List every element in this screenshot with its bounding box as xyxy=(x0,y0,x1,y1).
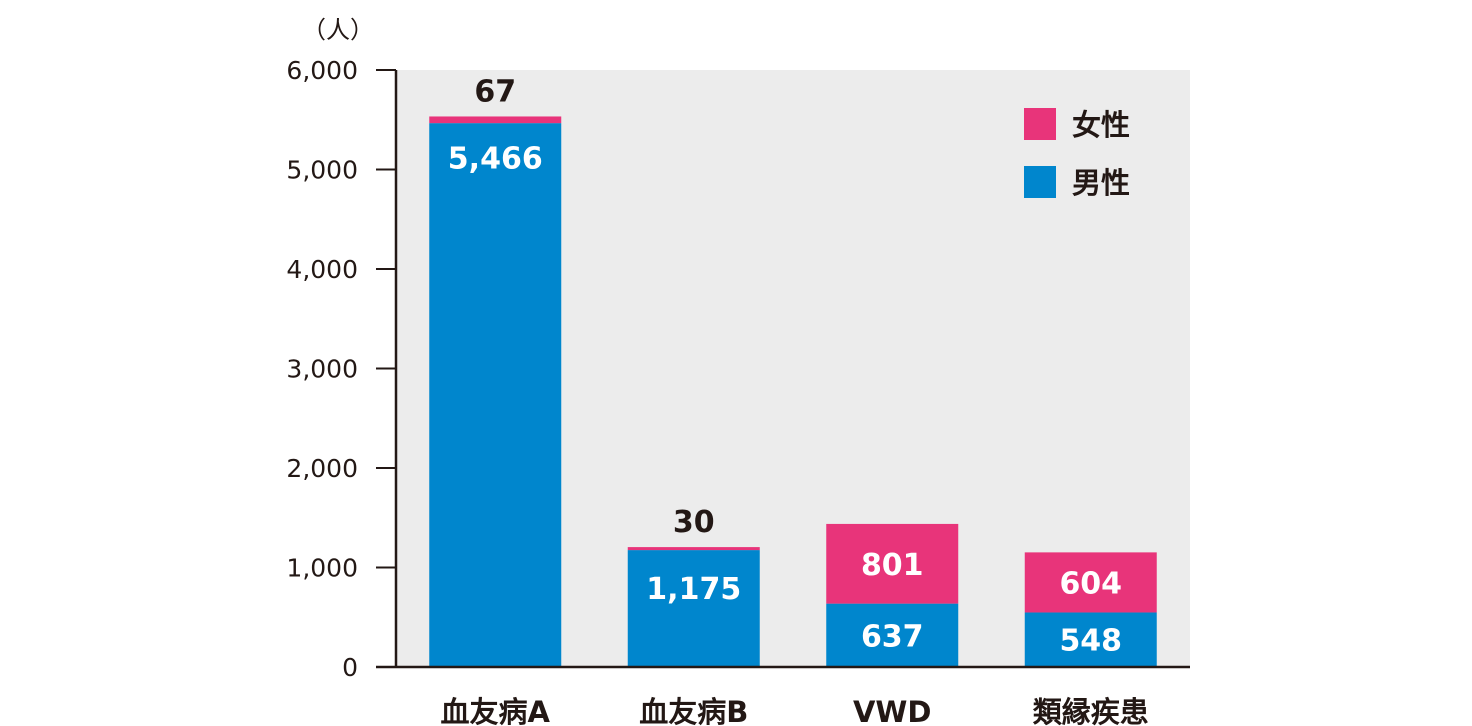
y-tick-label: 0 xyxy=(342,653,358,682)
bar-segment-male xyxy=(826,603,959,667)
legend-label: 女性 xyxy=(1072,108,1130,142)
y-axis-unit-label: （人） xyxy=(302,16,374,44)
bar-segment-female xyxy=(627,547,760,551)
x-tick-label: 血友病A xyxy=(441,695,551,726)
bar-group: 637 801 xyxy=(826,523,959,667)
bar-segment-male xyxy=(1024,612,1157,667)
legend-item: 男性 xyxy=(1024,166,1130,200)
y-tick-label: 1,000 xyxy=(286,554,358,583)
bar-segment-male xyxy=(627,550,760,667)
y-tick-label: 3,000 xyxy=(286,355,358,384)
data-label-female: 67 xyxy=(474,74,516,109)
data-label-female: 30 xyxy=(673,505,715,540)
x-tick-label: 類縁疾患 xyxy=(1033,695,1149,726)
bar-segment-female xyxy=(1024,552,1157,613)
legend-label: 男性 xyxy=(1072,166,1130,200)
y-axis: 0 1,000 2,000 3,000 4,000 5,000 6,000 xyxy=(286,56,398,682)
data-label-male: 637 xyxy=(861,619,924,654)
y-tick-label: 5,000 xyxy=(286,156,358,185)
x-tick-label: 血友病B xyxy=(639,695,748,726)
y-tick-label: 6,000 xyxy=(286,56,358,85)
data-label-male: 5,466 xyxy=(448,141,543,176)
data-label-male: 548 xyxy=(1059,624,1122,659)
x-axis: 血友病A 血友病B VWD 類縁疾患 xyxy=(376,665,1190,726)
bars: 5,466 67 1,175 30 637 801 548 604 xyxy=(429,74,1157,668)
legend-swatch xyxy=(1024,108,1056,140)
data-label-male: 1,175 xyxy=(646,572,741,607)
legend-swatch xyxy=(1024,166,1056,198)
bar-group: 548 604 xyxy=(1024,552,1157,667)
bar-group: 1,175 30 xyxy=(627,505,760,667)
bar-group: 5,466 67 xyxy=(429,74,562,668)
y-tick-label: 2,000 xyxy=(286,454,358,483)
x-tick-label: VWD xyxy=(853,695,932,726)
data-label-female: 604 xyxy=(1059,566,1122,601)
y-tick-label: 4,000 xyxy=(286,255,358,284)
bar-segment-female xyxy=(429,116,562,124)
bar-segment-male xyxy=(429,123,562,668)
bar-segment-female xyxy=(826,523,959,604)
data-label-female: 801 xyxy=(861,548,924,583)
legend-item: 女性 xyxy=(1024,108,1130,142)
